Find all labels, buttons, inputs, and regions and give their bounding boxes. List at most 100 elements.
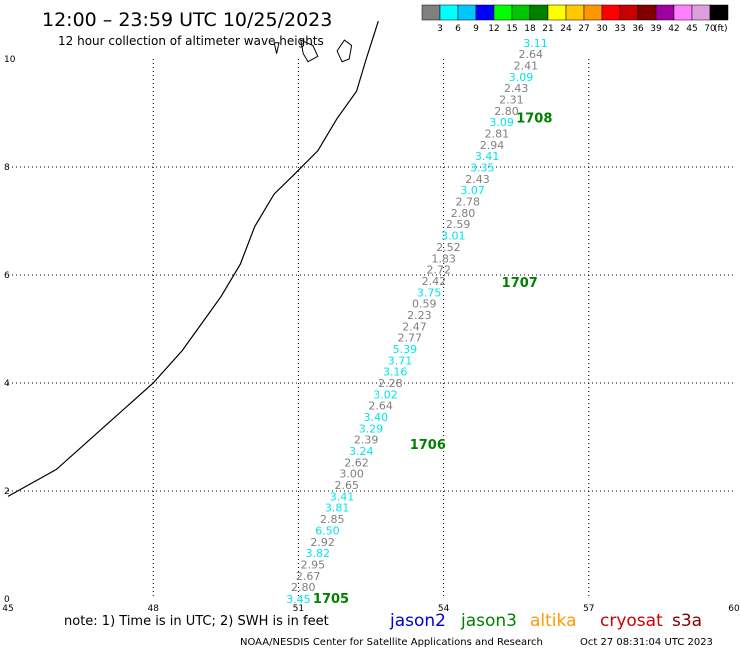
- island-outline: [273, 42, 280, 54]
- colorbar-swatch: [601, 4, 621, 21]
- wave-height-value: 2.23: [407, 309, 432, 322]
- wave-height-value: 2.72: [427, 264, 452, 277]
- colorbar-label: 9: [473, 24, 479, 34]
- x-tick-label: 48: [147, 604, 159, 614]
- colorbar-swatch: [583, 4, 603, 21]
- plot-background: [8, 59, 734, 599]
- satellite-name-s3a: s3a: [672, 611, 702, 631]
- colorbar-label: 27: [578, 24, 589, 34]
- colorbar-swatch: [619, 4, 639, 21]
- x-tick-label: 60: [728, 604, 740, 614]
- island-outline: [300, 39, 319, 63]
- wave-height-value: 2.67: [296, 570, 321, 583]
- x-tick-label: 51: [293, 604, 304, 614]
- wave-height-value: 3.29: [359, 422, 384, 435]
- colorbar-label: 70: [704, 24, 716, 34]
- timestamp: Oct 27 08:31:04 UTC 2023: [580, 637, 713, 648]
- colorbar-swatch: [421, 4, 441, 21]
- wave-height-value: 2.62: [344, 456, 369, 469]
- wave-height-value: 2.31: [499, 94, 524, 107]
- wave-height-value: 2.59: [446, 218, 471, 231]
- plot-area: 3.452.802.672.953.822.926.502.853.813.41…: [7, 21, 734, 607]
- wave-height-value: 2.42: [422, 275, 447, 288]
- chart-subtitle: 12 hour collection of altimeter wave hei…: [58, 34, 324, 48]
- colorbar-swatch: [511, 4, 531, 21]
- colorbar-label: 12: [488, 24, 499, 34]
- wave-height-value: 3.02: [373, 388, 398, 401]
- wave-height-value: 3.41: [330, 490, 355, 503]
- pass-number-label: 1708: [516, 111, 552, 126]
- island-outline: [336, 39, 353, 63]
- wave-height-value: 3.09: [489, 116, 514, 129]
- satellite-name-jason3: jason3: [460, 611, 517, 631]
- colorbar-swatch: [439, 4, 459, 21]
- wave-height-value: 3.71: [388, 354, 413, 367]
- wave-height-value: 2.80: [451, 207, 476, 220]
- wave-height-value: 2.94: [480, 139, 505, 152]
- colorbar-label: 3: [437, 24, 443, 34]
- colorbar-label: 39: [650, 24, 662, 34]
- x-tick-label: 45: [2, 604, 13, 614]
- wave-height-value: 3.24: [349, 445, 374, 458]
- wave-height-value: 3.81: [325, 502, 350, 515]
- colorbar-unit: (ft): [714, 24, 728, 34]
- colorbar-label: 15: [506, 24, 517, 34]
- x-tick-label: 54: [438, 604, 450, 614]
- wave-height-value: 3.00: [339, 468, 364, 481]
- colorbar-swatch: [691, 4, 711, 21]
- pass-number-label: 1705: [313, 592, 349, 607]
- colorbar-swatch: [673, 4, 693, 21]
- wave-height-value: 2.78: [456, 196, 481, 209]
- wave-height-value: 0.59: [412, 298, 437, 311]
- wave-height-value: 2.43: [504, 82, 529, 95]
- satellite-name-jason2: jason2: [389, 611, 446, 631]
- wave-height-value: 2.95: [301, 558, 326, 571]
- chart-title: 12:00 – 23:59 UTC 10/25/2023: [42, 9, 332, 31]
- wave-height-value: 3.75: [417, 286, 442, 299]
- pass-number-label: 1707: [502, 276, 538, 291]
- y-tick-label: 10: [4, 55, 16, 65]
- wave-height-value: 2.43: [465, 173, 490, 186]
- wave-height-value: 2.47: [402, 320, 427, 333]
- wave-height-value: 3.35: [470, 162, 495, 175]
- footnote: note: 1) Time is in UTC; 2) SWH is in fe…: [64, 614, 329, 629]
- x-tick-label: 57: [583, 604, 594, 614]
- wave-height-value: 3.45: [286, 593, 311, 606]
- wave-height-value: 3.82: [306, 547, 331, 560]
- credit-line: NOAA/NESDIS Center for Satellite Applica…: [240, 637, 543, 648]
- wave-height-value: 6.50: [315, 524, 340, 537]
- wave-height-value: 2.64: [518, 48, 543, 61]
- wave-height-value: 2.65: [335, 479, 360, 492]
- satellite-name-cryosat: cryosat: [600, 611, 663, 631]
- colorbar-label: 45: [686, 24, 697, 34]
- wave-height-value: 2.28: [378, 377, 403, 390]
- colorbar-label: 18: [524, 24, 536, 34]
- wave-height-value: 2.81: [485, 128, 510, 141]
- colorbar-label: 30: [596, 24, 608, 34]
- colorbar-label: 33: [614, 24, 625, 34]
- y-tick-label: 0: [4, 595, 10, 605]
- y-tick-label: 2: [4, 487, 10, 497]
- wave-height-value: 2.77: [397, 332, 422, 345]
- wave-height-value: 3.07: [460, 184, 485, 197]
- wave-height-value: 2.80: [291, 581, 316, 594]
- wave-height-value: 3.01: [441, 230, 466, 243]
- colorbar-legend: 3 6 9 12 15 18 21 24 27 30 33 36 39 42 45 70(ft): [421, 4, 729, 34]
- colorbar-swatch: [637, 4, 657, 21]
- colorbar-swatch: [565, 4, 585, 21]
- satellite-legend: jason2 jason3 altika cryosat s3a: [389, 611, 702, 631]
- wave-height-value: 5.39: [393, 343, 418, 356]
- colorbar-swatch: [529, 4, 549, 21]
- colorbar-swatch: [655, 4, 675, 21]
- colorbar-swatch: [457, 4, 477, 21]
- colorbar-label: 24: [560, 24, 572, 34]
- satellite-name-altika: altika: [530, 611, 577, 631]
- colorbar-label: 36: [632, 24, 644, 34]
- wave-height-value: 3.40: [364, 411, 389, 424]
- wave-height-value: 2.39: [354, 434, 379, 447]
- colorbar-swatch: [493, 4, 513, 21]
- colorbar-label: 42: [668, 24, 679, 34]
- y-tick-label: 8: [4, 163, 10, 173]
- colorbar-swatch: [547, 4, 567, 21]
